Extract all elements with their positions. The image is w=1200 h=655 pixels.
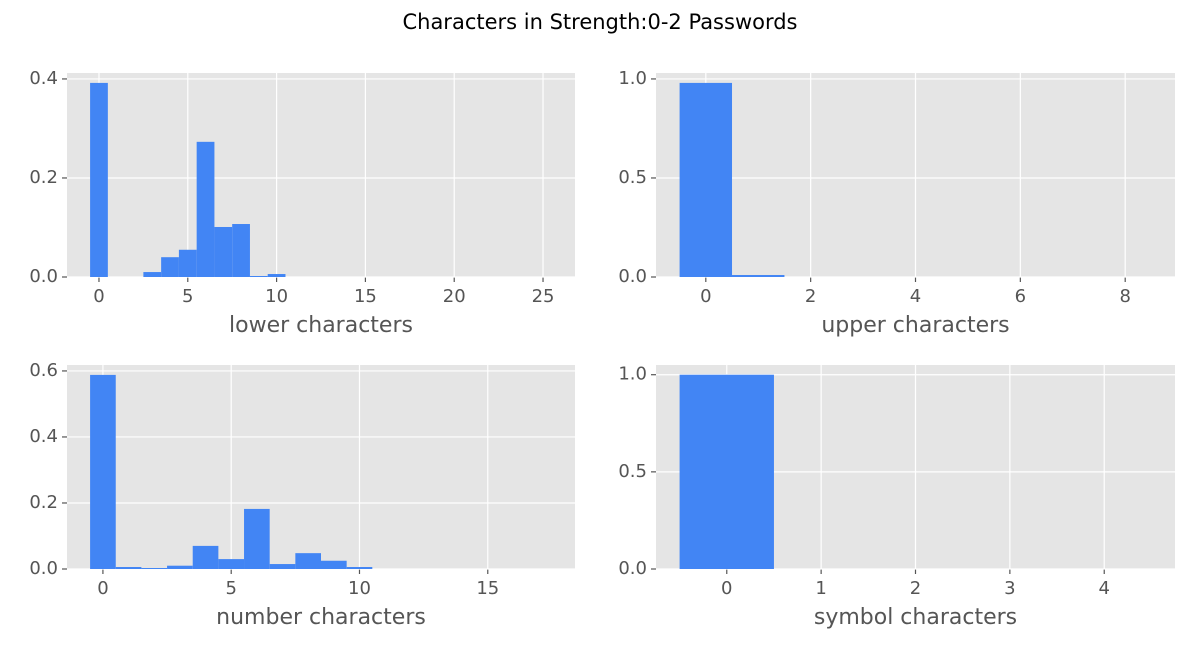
bar	[167, 565, 193, 569]
plot-area	[67, 365, 575, 569]
bar	[679, 82, 733, 277]
y-tick-label: 0.0	[29, 266, 58, 287]
plot-area	[67, 73, 575, 277]
bar	[90, 82, 108, 277]
bar	[115, 567, 142, 569]
subplot: 0 5 10 15 20 25 0.0 0.2 0.4 lower characters	[29, 68, 575, 338]
y-tick-label: 0.5	[618, 167, 647, 188]
x-tick-label: 10	[348, 578, 371, 599]
bar	[244, 508, 270, 569]
x-axis-label: symbol characters	[814, 605, 1017, 630]
subplot: 0 1 2 3 4 0.0 0.5 1.0 symbol characters	[618, 364, 1175, 630]
x-tick-label: 0	[93, 286, 104, 307]
y-tick-label: 0.4	[29, 68, 58, 89]
x-tick-label: 0	[700, 286, 711, 307]
y-tick-label: 0.2	[29, 492, 58, 513]
subplot: 0 2 4 6 8 0.0 0.5 1.0 upper characters	[618, 68, 1175, 338]
x-tick-label: 2	[805, 286, 816, 307]
x-tick-label: 20	[443, 286, 466, 307]
y-tick-label: 1.0	[618, 68, 647, 89]
x-tick-label: 6	[1015, 286, 1026, 307]
x-axis-label: upper characters	[821, 313, 1009, 338]
y-tick-label: 0.6	[29, 360, 58, 381]
x-tick-label: 1	[815, 578, 826, 599]
bar	[218, 559, 245, 569]
x-tick-label: 4	[910, 286, 921, 307]
x-axis-label: lower characters	[229, 313, 413, 338]
bar	[192, 545, 219, 569]
y-tick-label: 0.0	[29, 558, 58, 579]
y-tick-label: 0.5	[618, 461, 647, 482]
figure-title: Characters in Strength:0-2 Passwords	[402, 10, 797, 34]
bar	[679, 374, 774, 569]
bar	[90, 374, 116, 569]
x-tick-label: 0	[721, 578, 732, 599]
bar	[161, 257, 179, 277]
bar	[214, 226, 233, 277]
bar	[178, 249, 197, 277]
bar	[346, 567, 373, 569]
x-tick-label: 5	[225, 578, 236, 599]
x-tick-label: 15	[476, 578, 499, 599]
subplot: 0 5 10 15 0.0 0.2 0.4 0.6 number characters	[29, 360, 575, 630]
bar	[141, 568, 168, 569]
x-axis-label: number characters	[216, 605, 426, 630]
bar	[321, 560, 347, 569]
x-tick-label: 2	[910, 578, 921, 599]
bar	[196, 141, 215, 277]
x-tick-label: 8	[1119, 286, 1130, 307]
x-tick-label: 5	[182, 286, 193, 307]
x-tick-label: 0	[97, 578, 108, 599]
y-tick-label: 0.4	[29, 426, 58, 447]
bar	[232, 224, 250, 277]
x-tick-label: 15	[354, 286, 377, 307]
y-tick-label: 1.0	[618, 364, 647, 385]
bar	[143, 272, 162, 277]
x-tick-label: 3	[1004, 578, 1015, 599]
x-tick-label: 4	[1099, 578, 1110, 599]
bar	[249, 276, 268, 277]
bar	[295, 553, 321, 569]
x-tick-label: 25	[532, 286, 555, 307]
bar	[269, 564, 296, 569]
y-tick-label: 0.0	[618, 266, 647, 287]
bar	[267, 274, 286, 277]
y-tick-label: 0.0	[618, 558, 647, 579]
bar	[732, 275, 785, 277]
y-tick-label: 0.2	[29, 167, 58, 188]
x-tick-label: 10	[265, 286, 288, 307]
